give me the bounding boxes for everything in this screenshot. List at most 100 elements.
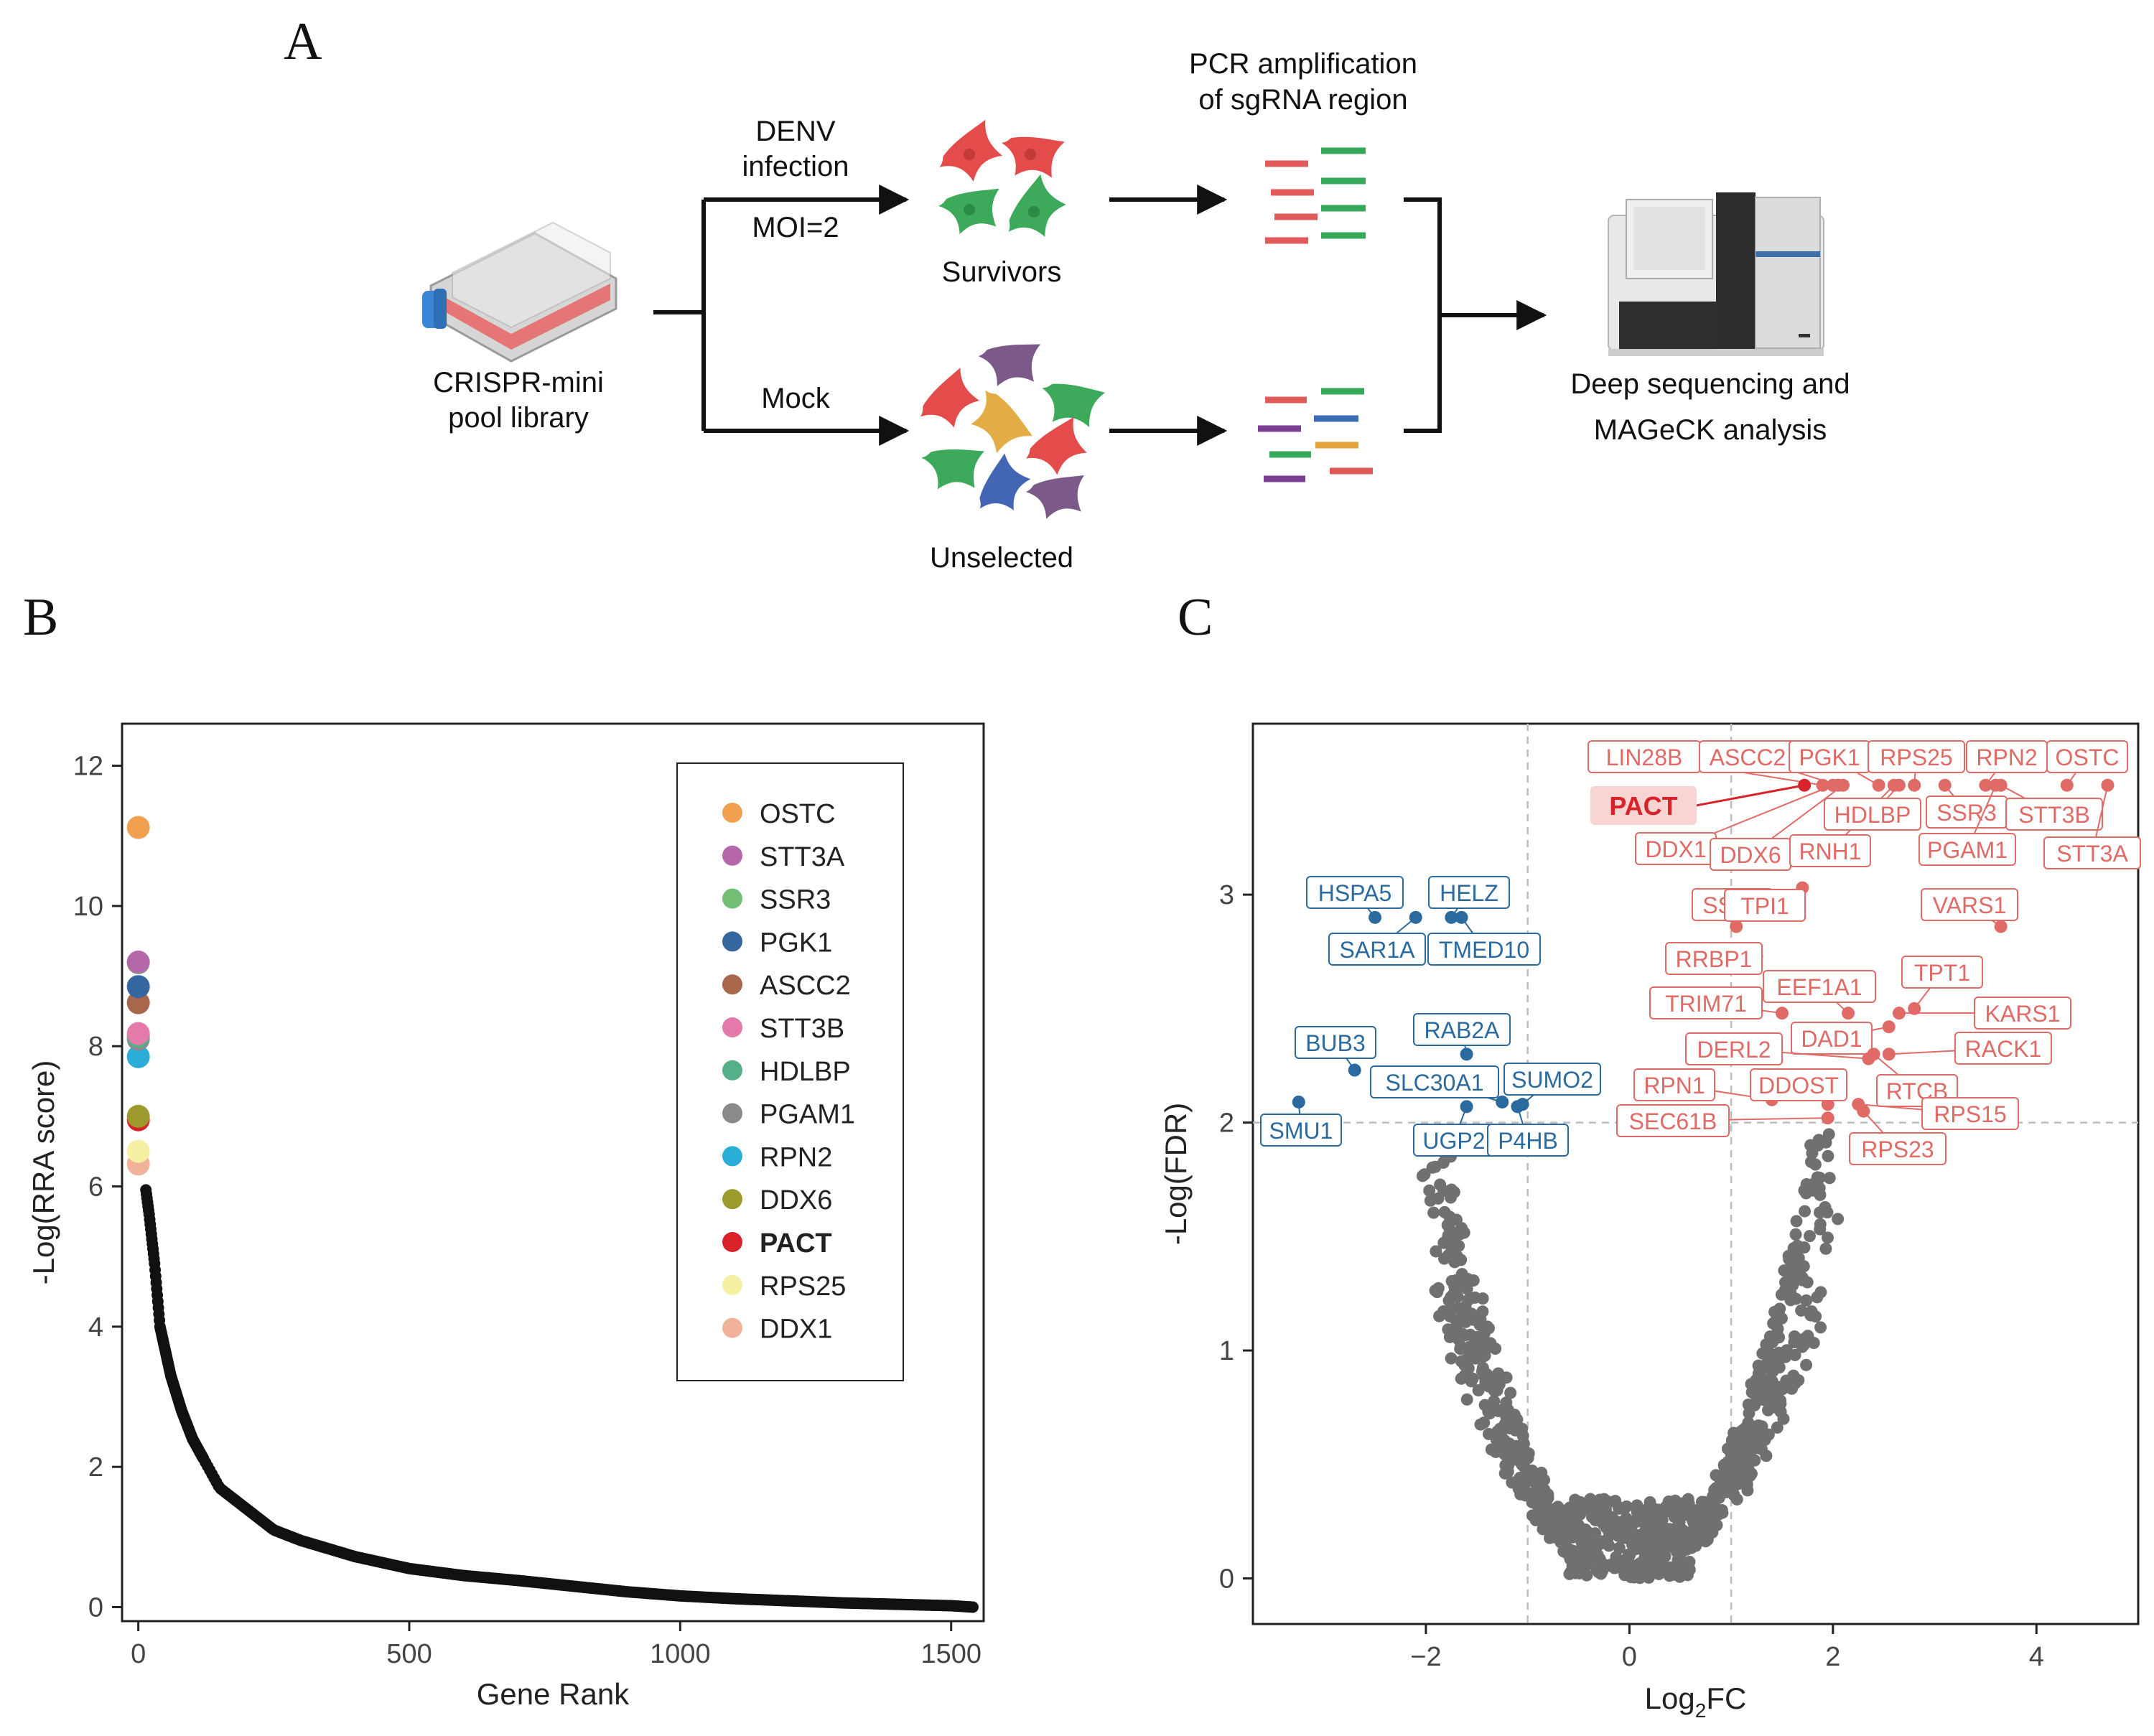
gene-label-text: PGK1 xyxy=(1799,745,1860,770)
legend-label-ddx1: DDX1 xyxy=(760,1315,832,1345)
gene-point xyxy=(1798,1241,1811,1254)
y-tick-label: 8 xyxy=(88,1032,103,1062)
gene-point xyxy=(1423,1184,1436,1197)
gene-label-box xyxy=(1921,1097,2019,1130)
sequencing-label-line2: MAGeCK analysis xyxy=(1594,414,1827,446)
gene-label-text: SUMO2 xyxy=(1511,1067,1593,1093)
infection-label-line1: DENV xyxy=(755,116,835,147)
gene-label-text: UGP2 xyxy=(1422,1128,1485,1154)
gene-tmed10: TMED10 xyxy=(1427,910,1541,966)
gene-point xyxy=(1800,1358,1813,1371)
gene-leader-line xyxy=(1695,784,1805,807)
gene-point xyxy=(1493,1422,1506,1435)
gene-rpn1: RPN1 xyxy=(1633,1068,1778,1106)
gene-point xyxy=(1623,1549,1636,1562)
gene-point xyxy=(1438,1252,1451,1265)
gene-point xyxy=(2101,778,2115,792)
gene-smu1: SMU1 xyxy=(1260,1095,1342,1147)
gene-point xyxy=(1764,1348,1777,1361)
gene-hspa5: HSPA5 xyxy=(1306,876,1404,924)
gene-point xyxy=(1745,1378,1758,1391)
legend-label-pact: PACT xyxy=(760,1228,832,1259)
gene-point xyxy=(1631,1568,1644,1581)
gene-label-text: LIN28B xyxy=(1606,745,1683,770)
gene-point xyxy=(1872,778,1885,792)
gene-label-box xyxy=(1665,942,1763,975)
gene-helz: HELZ xyxy=(1428,876,1510,924)
gene-label-text: RPN2 xyxy=(1976,745,2037,770)
gene-point xyxy=(1292,1095,1305,1109)
gene-point xyxy=(1784,1287,1797,1300)
gene-point xyxy=(1775,1288,1788,1301)
gene-point xyxy=(1472,1384,1485,1397)
x-tick-label: 2 xyxy=(1825,1642,1840,1672)
gene-point xyxy=(1789,1228,1802,1241)
gene-point xyxy=(1819,1242,1832,1255)
legend-label-hdlbp: HDLBP xyxy=(760,1057,851,1087)
gene-label-text: ASCC2 xyxy=(1710,745,1786,770)
gene-label-box xyxy=(1306,876,1404,909)
gene-point xyxy=(1501,1465,1514,1478)
gene-stt3a: STT3A xyxy=(2043,778,2141,869)
gene-point xyxy=(1762,1404,1775,1417)
gene-point xyxy=(1867,1047,1880,1061)
gene-point xyxy=(1572,1523,1585,1536)
gene-point xyxy=(1476,1292,1489,1305)
gene-label-box xyxy=(1428,876,1510,909)
legend-swatch-stt3b xyxy=(722,1017,742,1037)
gene-label-text: SAR1A xyxy=(1340,937,1416,963)
gene-label-box xyxy=(1791,1022,1873,1055)
gene-point xyxy=(1814,1321,1827,1334)
gene-point xyxy=(1464,1328,1477,1341)
gene-trim71: TRIM71 xyxy=(1649,986,1789,1020)
gene-point xyxy=(1465,1375,1478,1388)
gene-point xyxy=(1597,1558,1610,1571)
gene-label-text: SEC61B xyxy=(1629,1109,1717,1134)
unselected-label: Unselected xyxy=(930,542,1073,574)
gene-label-text: TMED10 xyxy=(1439,937,1529,963)
gene-label-box xyxy=(1724,889,1806,922)
gene-point xyxy=(1804,1139,1817,1152)
gene-point xyxy=(1707,1499,1720,1512)
x-tick-label: 500 xyxy=(386,1639,432,1669)
non-significant-points xyxy=(1416,1128,1845,1585)
gene-label-box xyxy=(1824,798,1921,831)
gene-point xyxy=(1460,1393,1473,1406)
gene-point xyxy=(1509,1424,1521,1437)
gene-hdlbp: HDLBP xyxy=(1824,778,1921,831)
gene-point xyxy=(1792,1373,1805,1386)
legend-label-ddx6: DDX6 xyxy=(760,1185,832,1215)
gene-point xyxy=(1771,1421,1784,1434)
highlight-point-ascc2 xyxy=(126,991,150,1014)
gene-label-text: DDX6 xyxy=(1720,842,1781,868)
gene-point xyxy=(1800,1177,1813,1190)
gene-label-box xyxy=(1763,970,1876,1003)
gene-point xyxy=(1730,920,1743,933)
gene-point xyxy=(1524,1467,1537,1480)
gene-point xyxy=(1768,1384,1781,1397)
gene-label-text: DDX1 xyxy=(1645,836,1706,862)
panel-label-c: C xyxy=(1178,588,1213,647)
gene-ddx1: DDX1 xyxy=(1635,778,1840,865)
gene-point xyxy=(1803,1230,1816,1243)
gene-point xyxy=(1541,1513,1554,1526)
sequencer-icon xyxy=(1608,192,1824,356)
legend-swatch-pgam1 xyxy=(722,1103,742,1124)
gene-point xyxy=(1790,1215,1803,1228)
gene-point xyxy=(1510,1440,1523,1453)
survivors-label: Survivors xyxy=(942,256,1062,288)
gene-label-box xyxy=(1750,1068,1847,1101)
gene-point xyxy=(1800,1294,1813,1307)
gene-point xyxy=(1489,1445,1502,1458)
gene-point xyxy=(1775,1007,1789,1020)
gene-point xyxy=(1659,1501,1672,1513)
gene-point xyxy=(1455,910,1468,924)
gene-point xyxy=(1649,1546,1662,1559)
gene-label-box xyxy=(1590,786,1697,825)
gene-label-text: HELZ xyxy=(1440,880,1498,906)
gene-label-text: DERL2 xyxy=(1697,1037,1771,1063)
gene-label-text: BUB3 xyxy=(1305,1030,1366,1056)
gene-point xyxy=(1481,1368,1493,1381)
gene-point xyxy=(1418,1168,1431,1181)
gene-point xyxy=(1539,1490,1552,1503)
